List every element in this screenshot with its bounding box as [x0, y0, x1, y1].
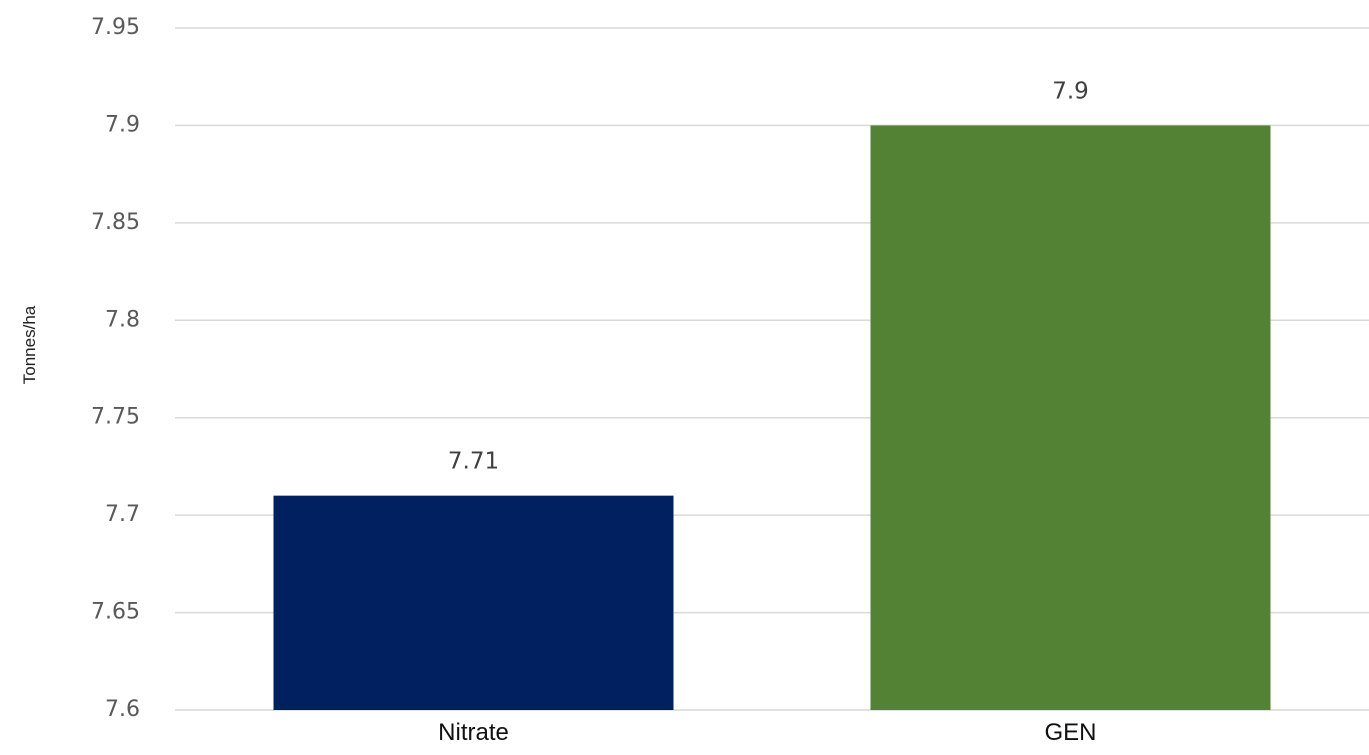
bar-nitrate	[273, 495, 674, 710]
y-tick-label: 7.75	[91, 405, 140, 430]
bar-gen	[870, 125, 1271, 710]
data-label: 7.9	[1052, 78, 1089, 104]
y-axis-title: Tonnes/ha	[20, 305, 39, 385]
y-tick-label: 7.95	[91, 15, 140, 40]
y-tick-label: 7.8	[105, 307, 140, 332]
x-category-label: GEN	[1044, 719, 1096, 746]
y-tick-label: 7.9	[105, 112, 140, 137]
y-tick-label: 7.85	[91, 210, 140, 235]
y-tick-label: 7.65	[91, 600, 140, 625]
y-tick-label: 7.7	[105, 502, 140, 527]
y-tick-label: 7.6	[105, 697, 140, 722]
data-label: 7.71	[448, 449, 499, 475]
x-category-label: Nitrate	[438, 719, 509, 746]
